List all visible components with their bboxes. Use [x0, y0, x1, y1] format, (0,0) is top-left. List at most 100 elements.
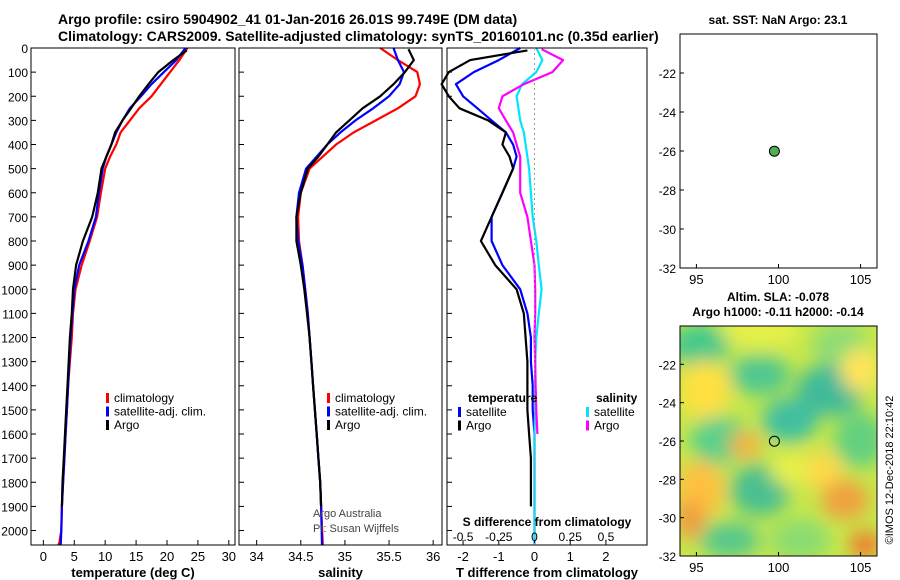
series-line-t-argo	[440, 49, 533, 507]
legend-label: satellite-adj. clim.	[114, 405, 206, 419]
legend-swatch	[327, 406, 330, 417]
legend-swatch	[458, 407, 461, 417]
legend-label: Argo	[335, 418, 361, 432]
x-axis-label: salinity	[318, 565, 364, 580]
map-y-tick-label: -28	[659, 184, 677, 198]
x-tick-label: 35	[338, 549, 352, 564]
argo-position-marker-sla	[768, 435, 780, 447]
depth-tick-label: 300	[8, 114, 28, 128]
heatmap-cell	[849, 531, 877, 556]
x-tick-label: 30	[222, 549, 236, 564]
map-y-tick-label: -24	[659, 397, 677, 411]
map-y-tick-label: -32	[659, 262, 677, 276]
x-tick-label: 0	[531, 549, 538, 564]
legend-label: Argo	[114, 418, 140, 432]
depth-tick-label: 1900	[1, 500, 28, 514]
x-tick-label: -2	[457, 549, 469, 564]
depth-tick-label: 1400	[1, 380, 28, 394]
depth-tick-label: 1300	[1, 356, 28, 370]
map-x-tick-label: 100	[768, 272, 790, 287]
depth-tick-label: 0	[21, 42, 28, 56]
top-tick-label: 0.5	[598, 530, 615, 544]
x-tick-label: 36	[426, 549, 440, 564]
figure-title-line1: Argo profile: csiro 5904902_41 01-Jan-20…	[58, 11, 518, 27]
sla-heatmap-field	[680, 326, 877, 556]
legend-swatch	[106, 420, 109, 430]
map-x-tick-label: 105	[850, 272, 872, 287]
map-y-tick-label: -22	[659, 67, 677, 81]
heatmap-cell	[796, 452, 844, 488]
map-y-tick-label: -26	[659, 145, 677, 159]
legend-title-temperature: temperature	[468, 391, 538, 405]
depth-tick-label: 1100	[2, 307, 28, 321]
series-line-t-satellite	[454, 47, 536, 545]
panel-frame-temperature	[30, 47, 236, 546]
legend-label: satellite-adj. clim.	[335, 405, 427, 419]
x-tick-label: 1	[567, 549, 574, 564]
x-tick-label: 20	[160, 549, 174, 564]
legend-swatch	[586, 420, 589, 431]
depth-tick-label: 800	[8, 235, 28, 249]
x-tick-label: 5	[71, 549, 78, 564]
x-tick-label: 2	[602, 549, 609, 564]
legend-swatch	[458, 420, 461, 431]
depth-tick-label: 1500	[1, 404, 28, 418]
x-tick-label: -1	[493, 549, 505, 564]
imos-credit: ©IMOS 12-Dec-2018 22:10:42	[884, 396, 896, 545]
heatmap-blobs	[680, 326, 877, 556]
top-tick-label: 0.25	[559, 530, 583, 544]
depth-tick-label: 1700	[1, 452, 28, 466]
legend-swatch	[327, 393, 330, 403]
top-tick-label: -0.5	[453, 530, 474, 544]
x-tick-label: 25	[191, 549, 205, 564]
attribution-line2: PI: Susan Wijffels	[313, 523, 399, 535]
series-line-salinity-argo	[295, 48, 415, 507]
heatmap-cell	[680, 326, 730, 367]
series-line-temperature-argo	[60, 49, 188, 507]
series-line-salinity-climatology	[297, 47, 421, 546]
depth-tick-label: 100	[8, 66, 28, 80]
map-x-tick-label: 95	[689, 272, 703, 287]
legend-label: satellite	[594, 405, 635, 419]
legend-title-salinity: salinity	[596, 391, 638, 405]
depth-tick-label: 600	[8, 187, 28, 201]
depth-tick-label: 200	[8, 90, 28, 104]
top-axis-label: S difference from climatology	[463, 515, 632, 529]
heatmap-cell	[840, 348, 877, 392]
map-y-tick-label: -28	[659, 473, 677, 487]
depth-tick-label: 900	[8, 259, 28, 273]
panel-frame-difference	[446, 47, 648, 546]
map-x-tick-label: 105	[850, 560, 872, 575]
series-line-salinity-satellite	[295, 47, 406, 546]
legend-label: Argo	[466, 419, 492, 433]
attribution-line1: Argo Australia	[313, 508, 382, 520]
heatmap-cell	[770, 518, 830, 556]
legend-swatch	[586, 407, 589, 417]
panel-frame-salinity	[238, 47, 443, 546]
heatmap-cell	[770, 454, 810, 486]
legend-swatch	[106, 393, 109, 403]
sst-map-title: sat. SST: NaN Argo: 23.1	[709, 13, 848, 27]
heatmap-cell	[680, 360, 731, 420]
x-tick-label: 34	[249, 549, 263, 564]
legend-label: Argo	[594, 419, 620, 433]
heatmap-cell	[729, 431, 761, 459]
depth-tick-label: 1800	[1, 476, 28, 490]
map-x-tick-label: 95	[689, 560, 703, 575]
x-axis-label: temperature (deg C)	[71, 565, 195, 580]
heatmap-cell	[700, 522, 760, 556]
heatmap-cell	[834, 412, 877, 468]
x-tick-label: 34.5	[288, 549, 313, 564]
depth-tick-label: 500	[8, 163, 28, 177]
legend-swatch	[327, 420, 330, 430]
argo-position-marker	[768, 145, 780, 157]
x-axis-label: T difference from climatology	[456, 565, 639, 580]
top-tick-label: 0	[531, 530, 538, 544]
heatmap-cell	[730, 355, 790, 395]
x-tick-label: 15	[129, 549, 143, 564]
map-y-tick-label: -30	[659, 223, 677, 237]
x-tick-label: 0	[40, 549, 47, 564]
legend-label: satellite	[466, 405, 507, 419]
heatmap-cell	[680, 500, 704, 540]
